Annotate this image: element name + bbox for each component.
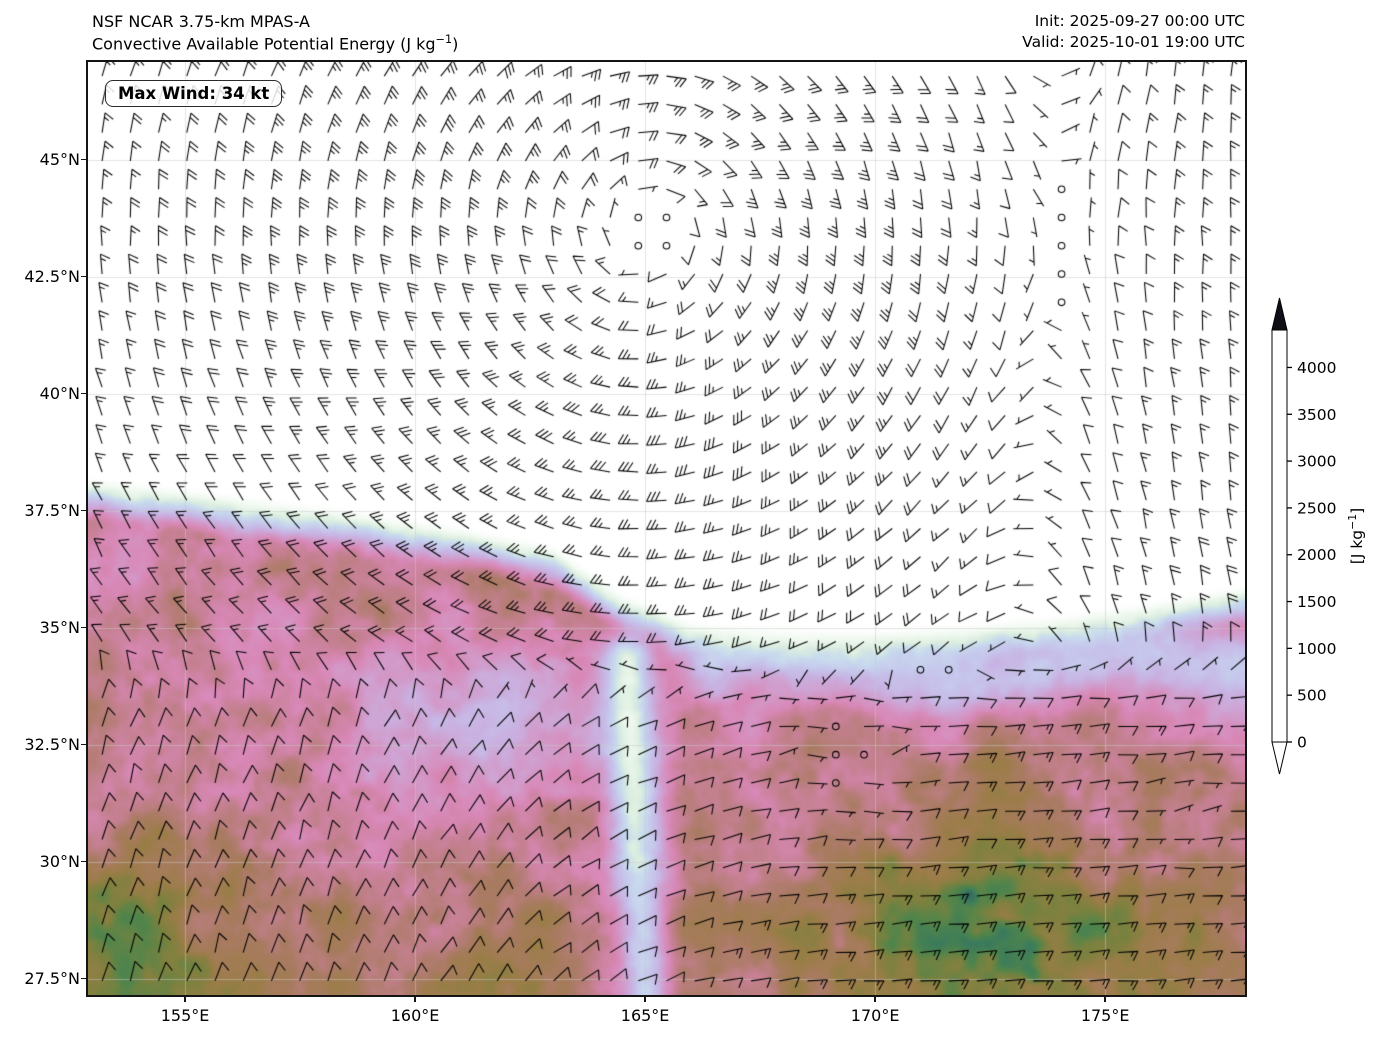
y-tick-label-30°N: 30°N (39, 851, 80, 871)
x-tick-label-160°E: 160°E (390, 1006, 440, 1025)
variable-title: Convective Available Potential Energy (J… (92, 32, 458, 55)
variable-title-suffix: ) (452, 34, 459, 54)
y-tick-label-40°N: 40°N (39, 383, 80, 403)
colorbar: 0 500 1000 1500 2000 2500 3000 3500 4000 (1271, 297, 1336, 775)
y-tick-42.5°N (81, 276, 87, 278)
colorbar-extend-min-arrow (1271, 741, 1288, 775)
y-tick-label-45°N: 45°N (39, 149, 80, 169)
model-title: NSF NCAR 3.75-km MPAS-A (92, 12, 310, 31)
y-tick-45°N (81, 159, 87, 161)
y-tick-label-35°N: 35°N (39, 617, 80, 637)
variable-title-sup: −1 (435, 33, 453, 47)
y-tick-30°N (81, 860, 87, 863)
x-tick-170°E (874, 996, 876, 1002)
x-tick-160°E (414, 996, 416, 1002)
init-valid-block: Init: 2025-09-27 00:00 UTC Valid: 2025-1… (1022, 11, 1245, 53)
colorbar-tick-label-0: 0 (1297, 734, 1307, 752)
y-tick-37.5°N (81, 510, 87, 512)
y-tick-35°N (81, 626, 87, 629)
x-tick-label-155°E: 155°E (160, 1006, 210, 1025)
y-tick-32.5°N (81, 743, 87, 746)
colorbar-tick-label-2500: 2500 (1297, 499, 1336, 517)
colorbar-gradient-bar (1271, 329, 1288, 743)
x-tick-155°E (184, 996, 186, 1002)
title-block: NSF NCAR 3.75-km MPAS-A Convective Avail… (92, 11, 458, 55)
x-tick-label-170°E: 170°E (850, 1006, 900, 1025)
y-tick-label-32.5°N: 32.5°N (24, 734, 80, 754)
colorbar-tick-label-500: 500 (1297, 687, 1327, 705)
x-tick-175°E (1104, 996, 1106, 1002)
y-tick-40°N (81, 393, 87, 395)
init-time: Init: 2025-09-27 00:00 UTC (1034, 12, 1245, 30)
colorbar-tick-label-3500: 3500 (1297, 406, 1336, 424)
colorbar-tick-label-1000: 1000 (1297, 640, 1336, 658)
valid-time: Valid: 2025-10-01 19:00 UTC (1022, 32, 1245, 51)
colorbar-tick-label-1500: 1500 (1297, 593, 1336, 611)
max-wind-annotation: Max Wind: 34 kt (105, 80, 283, 107)
x-tick-label-175°E: 175°E (1080, 1006, 1130, 1025)
x-tick-165°E (644, 996, 646, 1002)
y-tick-label-27.5°N: 27.5°N (24, 968, 80, 988)
plot-area: Max Wind: 34 kt (88, 62, 1245, 995)
variable-title-text: Convective Available Potential Energy (J… (92, 34, 436, 54)
y-tick-label-37.5°N: 37.5°N (24, 500, 80, 520)
cape-wind-barb-canvas (88, 62, 1245, 995)
y-tick-27.5°N (81, 977, 87, 980)
colorbar-tick-label-2000: 2000 (1297, 546, 1336, 564)
x-tick-label-165°E: 165°E (620, 1006, 670, 1025)
colorbar-tick-label-3000: 3000 (1297, 453, 1336, 471)
y-tick-label-42.5°N: 42.5°N (24, 266, 80, 286)
colorbar-extend-max-arrow (1271, 297, 1288, 331)
colorbar-tick-label-4000: 4000 (1297, 359, 1336, 377)
